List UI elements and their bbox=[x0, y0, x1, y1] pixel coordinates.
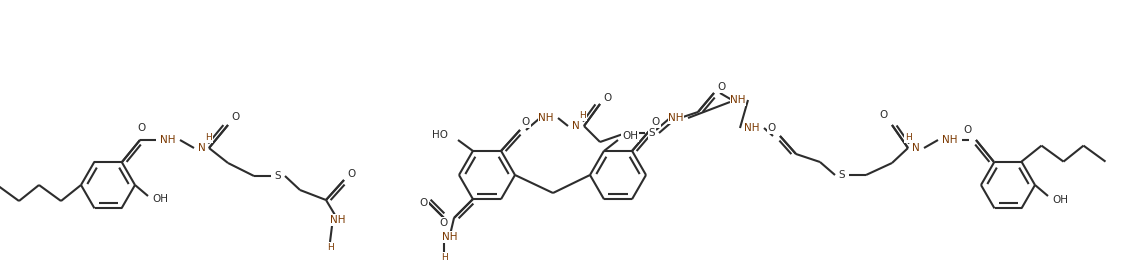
Text: H: H bbox=[327, 244, 334, 253]
Text: NH: NH bbox=[160, 135, 176, 145]
Text: NH: NH bbox=[744, 123, 760, 133]
Text: O: O bbox=[347, 169, 356, 179]
Text: O: O bbox=[138, 123, 147, 133]
Text: NH: NH bbox=[942, 135, 958, 145]
Text: O: O bbox=[420, 198, 429, 208]
Text: O: O bbox=[440, 218, 448, 228]
Text: OH: OH bbox=[1052, 195, 1068, 205]
Text: O: O bbox=[522, 117, 530, 127]
Text: S: S bbox=[839, 170, 845, 180]
Text: N: N bbox=[913, 143, 919, 153]
Text: NH: NH bbox=[730, 95, 746, 105]
Text: NH: NH bbox=[538, 113, 554, 123]
Text: H: H bbox=[205, 134, 212, 143]
Text: S: S bbox=[649, 128, 655, 138]
Text: N: N bbox=[572, 121, 580, 131]
Text: H: H bbox=[580, 112, 587, 120]
Text: H: H bbox=[441, 253, 448, 262]
Text: O: O bbox=[232, 112, 240, 122]
Text: NH: NH bbox=[668, 113, 684, 123]
Text: O: O bbox=[603, 93, 613, 103]
Text: H: H bbox=[905, 134, 911, 143]
Text: HO: HO bbox=[432, 130, 448, 140]
Text: NH: NH bbox=[331, 215, 346, 225]
Text: NH: NH bbox=[442, 232, 458, 242]
Text: OH: OH bbox=[622, 131, 638, 141]
Text: S: S bbox=[275, 171, 281, 181]
Text: O: O bbox=[963, 125, 972, 135]
Text: N: N bbox=[199, 143, 206, 153]
Text: O: O bbox=[768, 123, 776, 133]
Text: O: O bbox=[880, 110, 888, 120]
Text: OH: OH bbox=[152, 194, 168, 204]
Text: O: O bbox=[717, 82, 726, 92]
Text: O: O bbox=[652, 117, 660, 127]
